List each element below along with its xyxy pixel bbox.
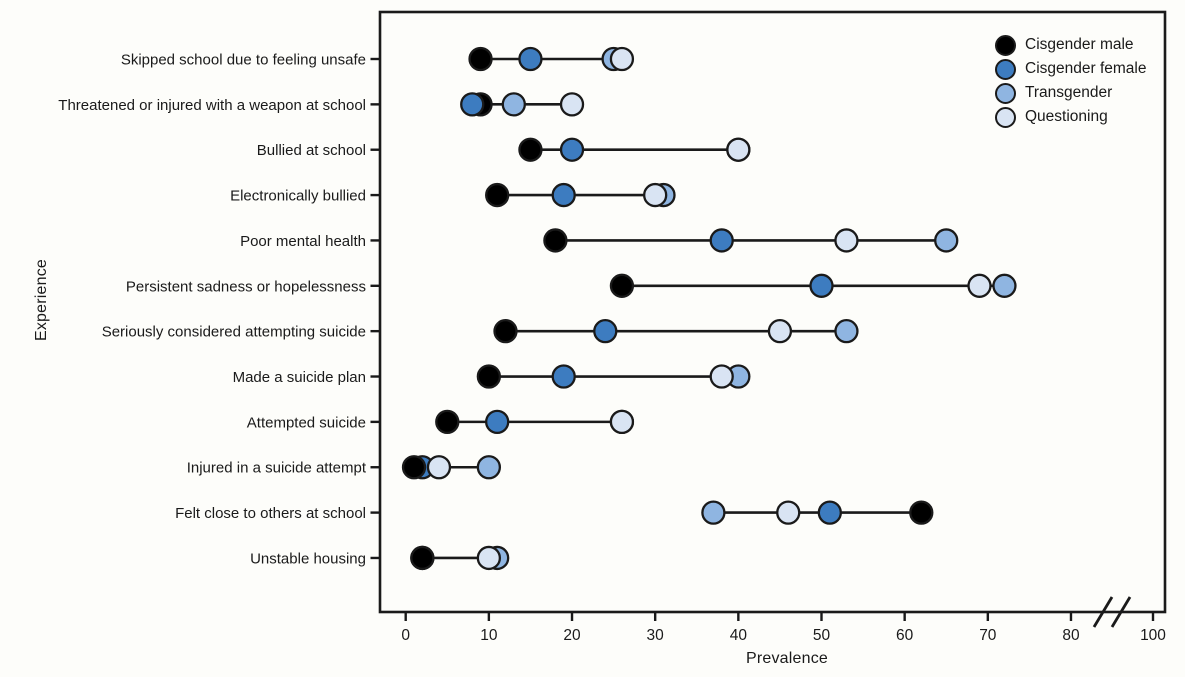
data-point-cisgender-female: [518, 46, 543, 72]
data-point-cisgender-male: [401, 455, 427, 480]
legend-item-label: Cisgender female: [1025, 60, 1147, 77]
legend-item-cisgender-male: Cisgender male: [995, 33, 1146, 57]
data-point-cisgender-male: [543, 228, 568, 253]
data-point-transgender: [701, 500, 726, 525]
data-point-cisgender-female: [551, 364, 576, 389]
legend: Cisgender male Cisgender female Transgen…: [995, 33, 1146, 129]
category-label: Skipped school due to feeling unsafe: [121, 52, 366, 69]
legend-item-transgender: Transgender: [995, 81, 1146, 105]
category-label: Unstable housing: [250, 550, 366, 567]
legend-swatch-circle: [995, 34, 1016, 56]
data-point-cisgender-male: [485, 182, 510, 208]
category-label: Made a suicide plan: [233, 369, 366, 386]
data-point-cisgender-male: [609, 273, 635, 298]
data-point-questioning: [559, 92, 585, 117]
x-tick-label: 0: [401, 627, 410, 644]
data-point-transgender: [934, 228, 959, 253]
data-point-questioning: [609, 46, 635, 72]
x-axis-title: Prevalence: [745, 650, 829, 667]
x-tick-label: 30: [647, 627, 665, 644]
x-tick-label: 80: [1062, 627, 1080, 644]
data-point-cisgender-male: [435, 409, 460, 435]
category-label: Injured in a suicide attempt: [187, 460, 367, 477]
data-point-cisgender-male: [476, 364, 502, 389]
data-point-cisgender-female: [485, 409, 510, 435]
data-point-questioning: [709, 364, 734, 389]
data-point-cisgender-female: [593, 319, 618, 344]
category-label: Attempted suicide: [247, 414, 366, 431]
x-tick-label: 100: [1140, 627, 1166, 644]
data-point-questioning: [767, 319, 793, 344]
category-label: Seriously considered attempting suicide: [102, 324, 366, 341]
data-point-cisgender-male: [518, 137, 543, 162]
category-label: Persistent sadness or hopelessness: [126, 278, 366, 295]
data-point-transgender: [992, 273, 1017, 298]
data-point-questioning: [476, 545, 502, 571]
data-point-cisgender-male: [410, 545, 435, 571]
data-point-transgender: [501, 92, 526, 117]
data-point-transgender: [834, 319, 859, 344]
x-tick-label: 70: [979, 627, 997, 644]
data-point-cisgender-female: [709, 228, 734, 253]
legend-item-cisgender-female: Cisgender female: [995, 57, 1146, 81]
x-tick-label: 20: [563, 627, 581, 644]
legend-item-label: Cisgender male: [1025, 36, 1134, 53]
data-point-cisgender-female: [559, 137, 585, 162]
category-label: Threatened or injured with a weapon at s…: [58, 97, 366, 114]
data-point-cisgender-male: [468, 46, 493, 72]
legend-item-questioning: Questioning: [995, 105, 1146, 129]
category-label: Bullied at school: [257, 142, 366, 159]
y-axis-title: Experience: [33, 258, 50, 342]
legend-item-label: Questioning: [1025, 108, 1108, 125]
legend-swatch-circle: [995, 82, 1016, 104]
x-tick-label: 60: [896, 627, 914, 644]
data-point-cisgender-female: [817, 500, 842, 525]
axis-break-icon: [1092, 596, 1114, 628]
data-point-questioning: [776, 500, 801, 525]
data-point-cisgender-female: [809, 273, 834, 298]
legend-swatch-circle: [995, 106, 1016, 128]
data-point-questioning: [726, 137, 751, 162]
plot-border: [378, 10, 1167, 614]
data-point-questioning: [426, 455, 452, 480]
legend-item-label: Transgender: [1025, 84, 1113, 101]
data-point-questioning: [609, 409, 635, 435]
data-point-cisgender-male: [493, 319, 518, 344]
x-tick-label: 10: [480, 627, 498, 644]
data-point-questioning: [643, 182, 668, 208]
data-point-cisgender-female: [460, 92, 485, 117]
category-label: Poor mental health: [240, 233, 366, 250]
legend-swatch-circle: [995, 58, 1016, 80]
data-point-questioning: [967, 273, 992, 298]
data-point-cisgender-female: [551, 182, 576, 208]
data-point-questioning: [834, 228, 859, 253]
data-point-transgender: [476, 455, 502, 480]
x-tick-label: 40: [730, 627, 748, 644]
axis-break-icon: [1110, 596, 1132, 628]
data-point-cisgender-male: [909, 500, 934, 525]
category-label: Electronically bullied: [230, 188, 366, 205]
category-label: Felt close to others at school: [175, 505, 366, 522]
x-tick-label: 50: [813, 627, 831, 644]
